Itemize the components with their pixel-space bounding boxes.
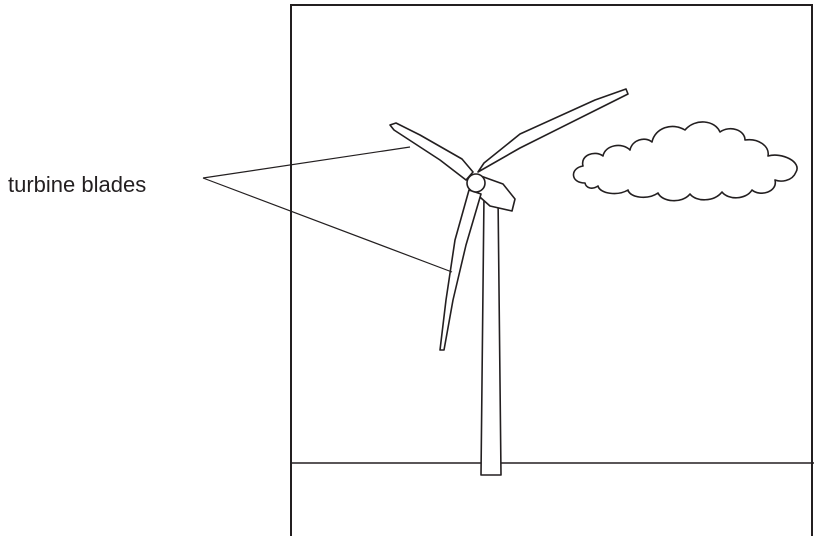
diagram: turbine blades — [0, 0, 814, 536]
hub — [467, 174, 485, 192]
leader-line — [203, 178, 452, 272]
tower — [481, 195, 501, 475]
page: {"annotation": {"text": "turbine blades"… — [0, 0, 814, 536]
cloud — [573, 122, 797, 201]
leader-line — [203, 147, 410, 178]
annotation-label: turbine blades — [8, 172, 146, 197]
blade — [390, 123, 473, 180]
frame — [291, 5, 812, 536]
